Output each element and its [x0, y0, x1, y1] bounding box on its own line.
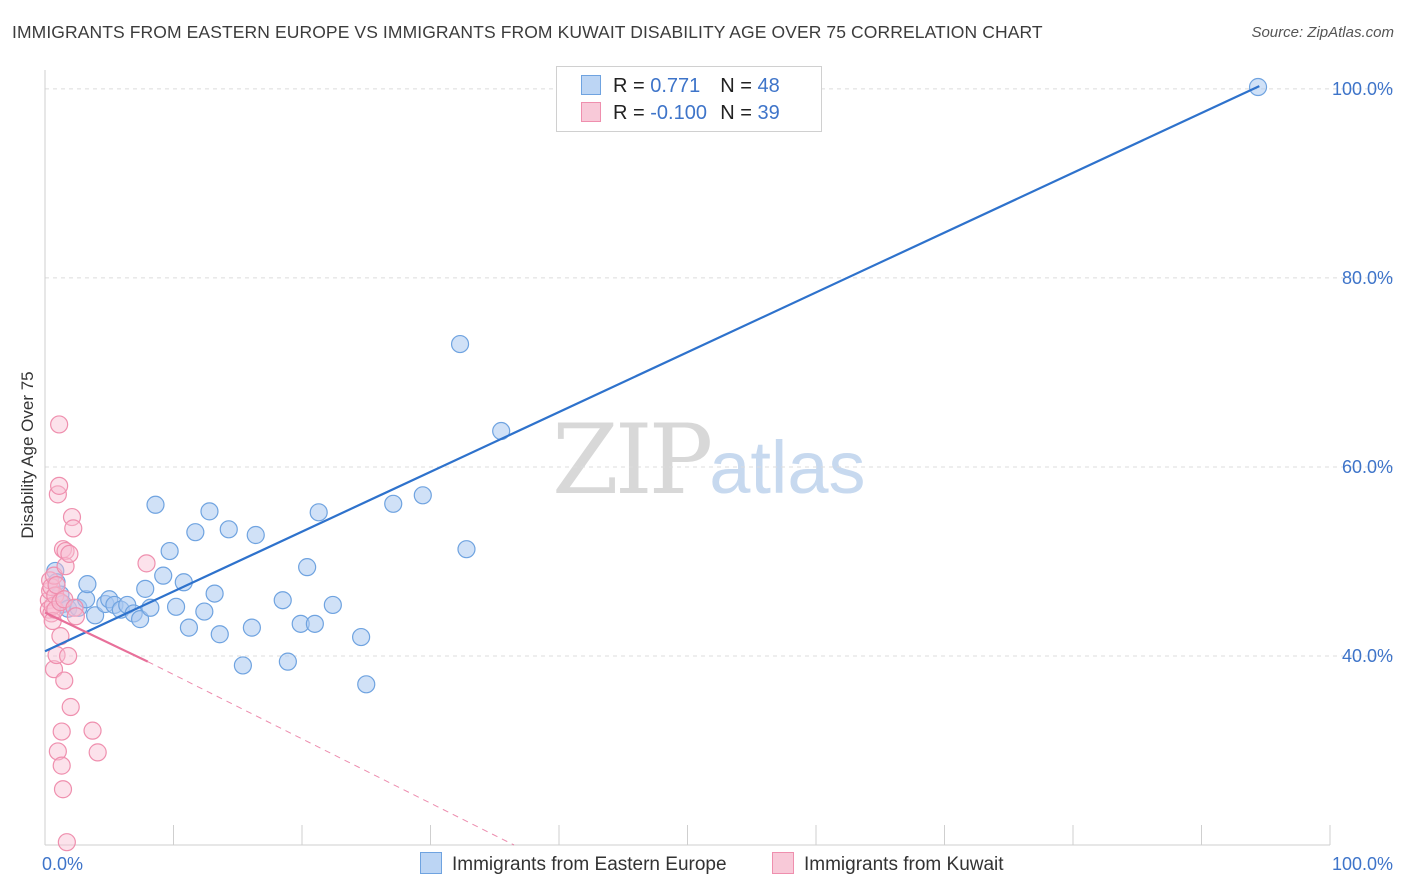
- eastern-europe-point: [298, 558, 317, 577]
- kuwait-trend-line: [44, 611, 149, 663]
- y-tick-label: 100.0%: [1332, 79, 1393, 99]
- kuwait-point: [88, 743, 107, 762]
- eastern-europe-point: [273, 591, 292, 610]
- bottom-legend-eastern-europe: Immigrants from Eastern Europe: [420, 852, 727, 876]
- eastern-europe-trend-line: [44, 85, 1260, 653]
- eastern-europe-point: [186, 523, 205, 542]
- legend-swatch-blue: [581, 75, 601, 95]
- kuwait-point: [47, 575, 66, 595]
- eastern-europe-point: [384, 494, 403, 513]
- kuwait-point: [50, 415, 69, 434]
- eastern-europe-point: [166, 597, 186, 616]
- eastern-europe-point: [78, 575, 97, 594]
- kuwait-point: [52, 722, 71, 741]
- eastern-europe-point: [154, 566, 173, 585]
- chart-title: IMMIGRANTS FROM EASTERN EUROPE VS IMMIGR…: [12, 22, 1043, 42]
- legend-swatch-blue: [420, 852, 442, 874]
- legend-n-label: N =: [720, 102, 758, 124]
- legend-r-value: 0.771: [650, 75, 701, 97]
- eastern-europe-point: [86, 606, 105, 625]
- eastern-europe-point: [179, 618, 199, 637]
- eastern-europe-point: [219, 520, 238, 539]
- kuwait-trend-extension: [147, 661, 515, 846]
- eastern-europe-point: [210, 625, 229, 644]
- eastern-europe-point: [246, 525, 265, 545]
- legend-n-label: N =: [720, 75, 758, 97]
- eastern-europe-point: [174, 573, 193, 592]
- kuwait-point: [48, 742, 67, 761]
- legend-r-label: R =: [613, 102, 651, 124]
- eastern-europe-point: [146, 495, 165, 514]
- kuwait-point: [57, 833, 76, 852]
- legend-row-eastern-europe: R = 0.771 N = 48: [581, 75, 780, 101]
- kuwait-point: [50, 476, 69, 495]
- eastern-europe-point: [205, 584, 224, 603]
- legend-label-eastern-europe: Immigrants from Eastern Europe: [452, 854, 727, 875]
- x-tick-label: 100.0%: [1332, 854, 1393, 874]
- legend-swatch-pink: [772, 852, 794, 874]
- eastern-europe-point: [136, 579, 155, 598]
- eastern-europe-point: [195, 602, 214, 621]
- eastern-europe-point: [130, 610, 150, 629]
- y-tick-label: 80.0%: [1342, 268, 1393, 288]
- source-label: Source: ZipAtlas.com: [1251, 24, 1394, 41]
- legend-r-label: R =: [613, 75, 651, 97]
- eastern-europe-point: [413, 486, 432, 505]
- kuwait-point: [64, 519, 83, 538]
- eastern-europe-point: [160, 541, 179, 561]
- eastern-europe-point: [457, 540, 476, 559]
- y-tick-label: 40.0%: [1342, 646, 1393, 666]
- legend-label-kuwait: Immigrants from Kuwait: [804, 854, 1004, 875]
- eastern-europe-point: [233, 656, 252, 675]
- legend-swatch-pink: [581, 102, 601, 122]
- eastern-europe-point: [309, 503, 328, 522]
- kuwait-point: [55, 671, 74, 690]
- kuwait-point: [60, 544, 79, 564]
- eastern-europe-point: [450, 334, 470, 354]
- eastern-europe-point: [242, 618, 261, 637]
- correlation-legend: R = 0.771 N = 48 R = -0.100 N = 39: [556, 66, 822, 132]
- eastern-europe-point: [200, 502, 219, 521]
- eastern-europe-point: [305, 614, 324, 633]
- legend-n-value: 39: [757, 102, 780, 124]
- y-tick-label: 60.0%: [1342, 457, 1393, 477]
- kuwait-point: [83, 721, 102, 740]
- legend-n-value: 48: [757, 75, 780, 97]
- eastern-europe-point: [352, 627, 371, 647]
- kuwait-point: [52, 756, 71, 775]
- eastern-europe-point: [357, 675, 376, 694]
- eastern-europe-point: [278, 652, 297, 671]
- kuwait-point: [61, 697, 80, 717]
- x-tick-label: 0.0%: [42, 854, 83, 874]
- kuwait-point: [137, 554, 156, 573]
- bottom-legend-kuwait: Immigrants from Kuwait: [772, 852, 1004, 876]
- kuwait-point: [44, 660, 64, 679]
- kuwait-point: [59, 646, 78, 666]
- eastern-europe-point: [323, 595, 342, 615]
- kuwait-point: [66, 607, 85, 626]
- legend-r-value: -0.100: [650, 102, 707, 124]
- legend-row-kuwait: R = -0.100 N = 39: [581, 102, 780, 128]
- kuwait-point: [53, 780, 73, 799]
